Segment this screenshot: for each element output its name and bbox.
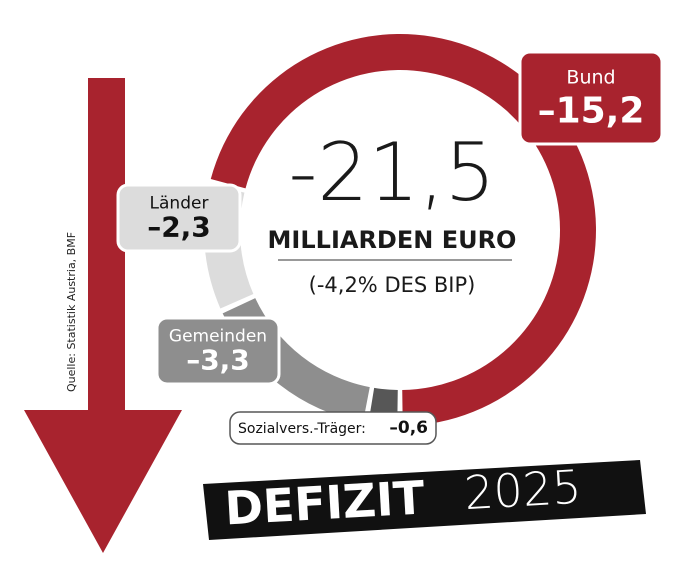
year: 2025 xyxy=(463,460,583,520)
category-label: Sozialvers.-Träger: xyxy=(238,421,366,437)
category-label: Gemeinden xyxy=(169,326,267,346)
value-label: –2,3 xyxy=(147,211,211,244)
value-label: –0,6 xyxy=(389,418,428,438)
title: DEFIZIT xyxy=(223,470,426,535)
category-label: Länder xyxy=(150,193,209,213)
label-box xyxy=(518,50,664,146)
value-label: –3,3 xyxy=(186,344,250,377)
value-labels: Bund –15,2 Länder–2,3 Gemeinden–3,3 Sozialve… xyxy=(116,50,664,445)
title-banner xyxy=(203,460,646,540)
source: Quelle: Statistik Austria, BMF xyxy=(65,232,78,392)
subtitle: (-4,2% DES BIP) xyxy=(309,273,476,297)
title-group: DEFIZIT 2025 xyxy=(223,460,583,536)
label-box xyxy=(229,411,437,445)
label-box xyxy=(155,316,281,386)
total-value: -21,5 xyxy=(289,126,496,219)
category-label: Bund xyxy=(566,66,615,88)
down-arrow xyxy=(24,78,182,553)
unit: MILLIARDEN EURO xyxy=(268,226,517,254)
label-box xyxy=(116,183,242,253)
value-label: –15,2 xyxy=(538,91,645,132)
